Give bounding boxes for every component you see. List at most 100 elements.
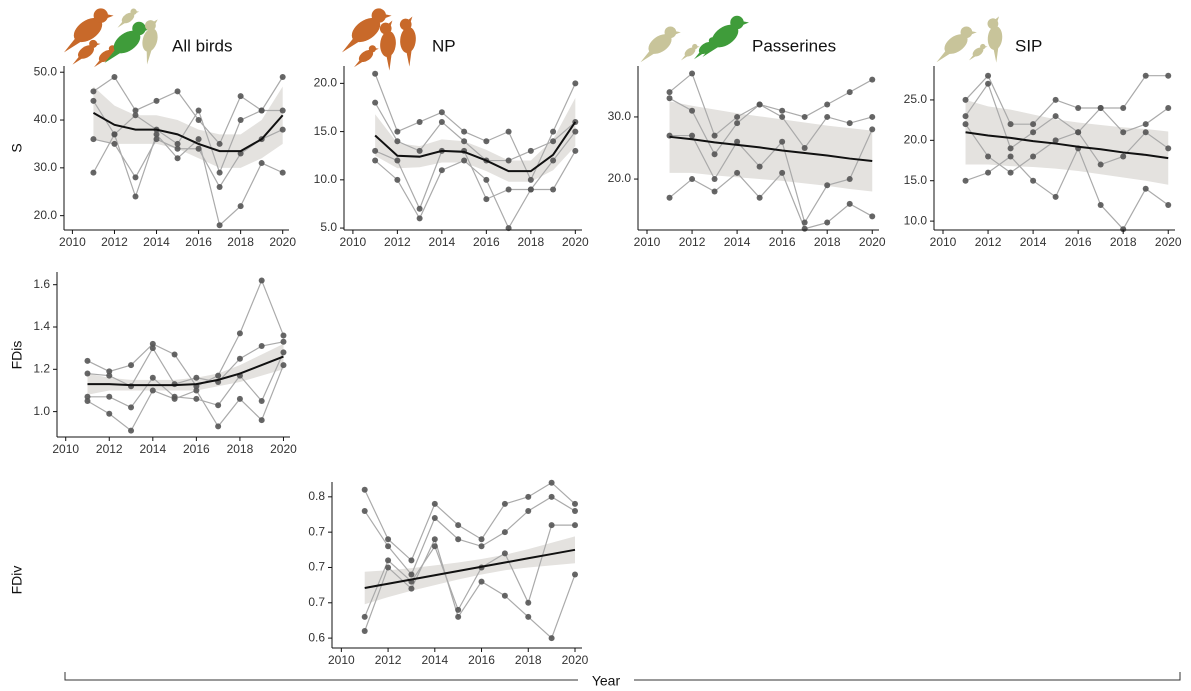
site-point (571, 507, 578, 514)
site-point (132, 112, 139, 119)
x-tick-label: 2012 (384, 235, 411, 249)
site-line (87, 364, 285, 432)
panel-title: Passerines (752, 36, 836, 55)
site-point (1097, 201, 1104, 208)
site-point (666, 194, 673, 201)
site-point (527, 176, 534, 183)
site-line (669, 97, 873, 156)
site-point (111, 131, 118, 138)
site-point (1052, 137, 1059, 144)
site-point (258, 160, 265, 167)
x-tick-label: 2010 (634, 235, 661, 249)
x-tick-label: 2014 (421, 653, 448, 667)
site-point (174, 145, 181, 152)
site-point (394, 138, 401, 145)
site-line (374, 102, 576, 162)
y-tick-label: 20.0 (34, 208, 58, 222)
x-tick-label: 2020 (269, 235, 296, 249)
site-point (236, 330, 243, 337)
site-point (962, 121, 969, 128)
site-point (416, 147, 423, 154)
site-point (550, 128, 557, 135)
site-point (478, 536, 485, 543)
site-point (525, 507, 532, 514)
confidence-band (965, 99, 1169, 185)
site-point (734, 169, 741, 176)
site-point (689, 70, 696, 77)
site-line (87, 341, 284, 388)
y-tick-label: 20.0 (904, 132, 928, 146)
site-point (1007, 145, 1014, 152)
site-point (132, 107, 139, 114)
site-point (216, 183, 223, 190)
site-point (501, 500, 508, 507)
site-point (216, 169, 223, 176)
site-point (779, 107, 786, 114)
site-point (106, 368, 113, 375)
site-point (734, 113, 741, 120)
x-tick-label: 2018 (515, 653, 542, 667)
y-tick-label: 1.0 (33, 404, 50, 418)
bird-icon (681, 43, 700, 61)
x-tick-label: 2016 (1065, 235, 1092, 249)
bird-icon (640, 26, 681, 63)
x-tick-label: 2010 (52, 442, 79, 456)
x-tick-label: 2020 (1155, 235, 1182, 249)
site-point (1120, 153, 1127, 160)
x-tick-label: 2010 (340, 235, 367, 249)
site-point (1120, 105, 1127, 112)
panel: NP 5.0 10.0 15.0 20.0 2010 2012 2014 2016 2018 202… (314, 36, 589, 249)
site-point (525, 493, 532, 500)
site-point (279, 126, 286, 133)
site-point (779, 169, 786, 176)
site-point (525, 599, 532, 606)
site-point (1120, 226, 1127, 233)
site-point (801, 113, 808, 120)
site-point (215, 402, 222, 409)
x-tick-label: 2016 (769, 235, 796, 249)
site-point (408, 585, 415, 592)
x-tick-label: 2014 (143, 235, 170, 249)
y-tick-label: 1.4 (33, 319, 50, 333)
bird-icon (702, 15, 749, 57)
site-point (483, 176, 490, 183)
site-point (385, 536, 392, 543)
site-point (1075, 105, 1082, 112)
site-point (869, 213, 876, 220)
site-point (734, 138, 741, 145)
site-point (824, 182, 831, 189)
site-point (548, 635, 555, 642)
site-point (1075, 129, 1082, 136)
site-point (237, 117, 244, 124)
site-point (84, 393, 91, 400)
site-point (149, 374, 156, 381)
site-line (669, 72, 873, 137)
site-point (1142, 129, 1149, 136)
site-point (149, 340, 156, 347)
site-point (128, 427, 135, 434)
y-tick-label: 0.7 (308, 524, 325, 538)
panel: Passerines 20.0 30.0 2010 2012 2014 2016 2018 20… (608, 36, 886, 249)
site-point (90, 97, 97, 104)
site-point (279, 107, 286, 114)
site-point (869, 76, 876, 83)
site-point (106, 410, 113, 417)
site-point (132, 174, 139, 181)
site-point (846, 200, 853, 207)
site-point (666, 89, 673, 96)
site-point (394, 128, 401, 135)
site-line (374, 150, 576, 230)
site-point (279, 169, 286, 176)
site-point (505, 157, 512, 164)
x-tick-label: 2012 (101, 235, 128, 249)
panel-title: SIP (1015, 36, 1042, 55)
site-point (280, 362, 287, 369)
site-point (1142, 185, 1149, 192)
site-point (394, 157, 401, 164)
site-point (756, 101, 763, 108)
site-point (216, 140, 223, 147)
site-point (550, 186, 557, 193)
x-tick-label: 2014 (1020, 235, 1047, 249)
